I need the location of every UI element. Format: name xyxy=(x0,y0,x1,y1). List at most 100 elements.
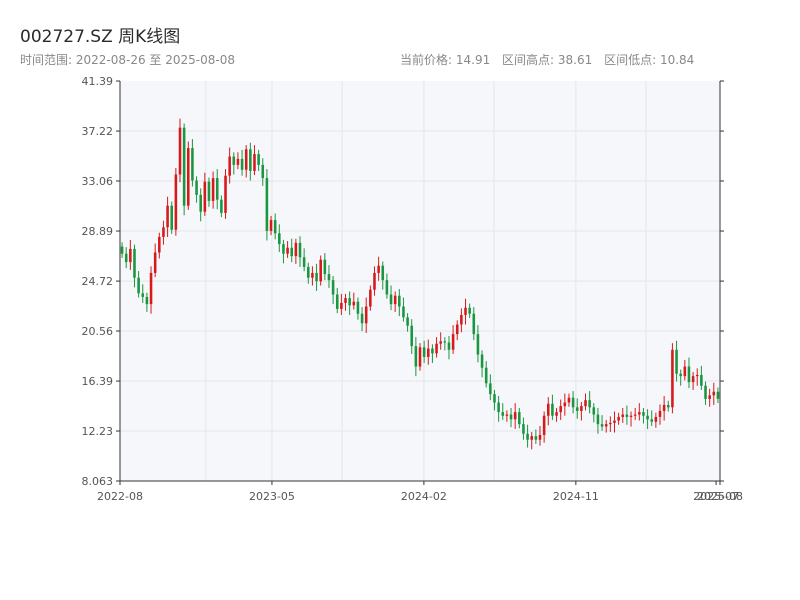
candle-body xyxy=(671,349,674,408)
candle-body xyxy=(133,248,136,278)
candle-body xyxy=(609,422,612,425)
candle-body xyxy=(389,294,393,305)
y-tick-label: 24.72 xyxy=(82,275,114,288)
candle-body xyxy=(323,259,327,275)
candle-body xyxy=(273,220,277,234)
candle-body xyxy=(716,391,720,399)
x-tick-label: 2025-08 xyxy=(697,490,743,503)
candle-body xyxy=(215,178,219,200)
candle-body xyxy=(555,412,558,416)
candle-body xyxy=(422,347,426,357)
candle-body xyxy=(398,295,401,307)
axes: 8.063 12.23 16.39 20.56 24.72 28.89 33.06 37.22… xyxy=(82,75,743,503)
candle-body xyxy=(195,180,198,195)
candle-body xyxy=(220,199,223,213)
candle-body xyxy=(679,373,682,377)
candle-body xyxy=(302,257,306,267)
candle-body xyxy=(522,424,525,434)
candle-body xyxy=(596,414,600,425)
x-tick-label: 2024-11 xyxy=(553,490,599,503)
candle-body xyxy=(191,148,194,181)
candle-body xyxy=(153,252,157,273)
candle-body xyxy=(174,174,178,230)
candle-body xyxy=(402,306,405,318)
candle-body xyxy=(261,164,265,179)
candle-body xyxy=(704,385,707,399)
candle-body xyxy=(340,302,343,309)
candle-body xyxy=(542,415,546,435)
candle-body xyxy=(580,406,583,411)
candle-body xyxy=(418,347,422,367)
candle-body xyxy=(650,419,654,422)
candle-body xyxy=(145,296,149,305)
candle-body xyxy=(228,156,231,176)
candle-body xyxy=(509,414,513,420)
y-tick-label: 37.22 xyxy=(82,125,114,138)
candle-body xyxy=(584,400,587,407)
candle-body xyxy=(563,402,567,407)
candle-body xyxy=(393,295,397,305)
candle-body xyxy=(435,343,438,354)
time-range-label: 时间范围: 2022-08-26 至 2025-08-08 xyxy=(20,53,235,67)
candle-body xyxy=(443,341,447,343)
candle-body xyxy=(369,289,372,307)
candle-body xyxy=(182,127,186,206)
candle-body xyxy=(249,149,252,171)
candle-body xyxy=(526,433,529,440)
candle-body xyxy=(331,280,335,295)
candle-body xyxy=(691,376,695,383)
x-tick-label: 2024-02 xyxy=(401,490,447,503)
candle-body xyxy=(166,205,169,228)
candle-body xyxy=(604,424,608,427)
candle-body xyxy=(687,366,691,383)
candle-body xyxy=(683,366,687,377)
candle-body xyxy=(559,406,562,413)
y-tick-label: 33.06 xyxy=(82,175,114,188)
candle-body xyxy=(311,272,314,278)
candle-body xyxy=(480,354,484,368)
candle-body xyxy=(575,407,579,411)
candle-body xyxy=(335,294,339,309)
candle-body xyxy=(460,314,463,325)
x-tick-label: 2022-08 xyxy=(97,490,143,503)
candle-body xyxy=(236,158,240,165)
candle-body xyxy=(662,404,666,411)
x-tick-label: 2025-07 xyxy=(693,490,739,503)
candle-body xyxy=(451,334,455,350)
candle-body xyxy=(203,181,207,212)
candle-body xyxy=(410,325,414,347)
candle-body xyxy=(625,414,629,417)
candle-body xyxy=(497,402,500,413)
chart-title: 002727.SZ 周K线图 xyxy=(20,27,181,47)
candles xyxy=(120,118,720,450)
candle-body xyxy=(439,341,442,344)
price-stats: 当前价格: 14.91 区间高点: 38.61 区间低点: 10.84 xyxy=(400,51,702,68)
candle-body xyxy=(551,403,554,416)
candle-body xyxy=(120,246,124,254)
candle-body xyxy=(513,412,517,420)
candle-body xyxy=(406,317,409,326)
candle-body xyxy=(306,266,310,278)
candle-body xyxy=(505,414,509,416)
candle-body xyxy=(141,293,145,297)
candle-body xyxy=(472,313,476,335)
candle-body xyxy=(294,242,298,257)
y-tick-label: 12.23 xyxy=(82,425,114,438)
candle-body xyxy=(344,298,347,303)
candle-body xyxy=(476,334,480,355)
candle-body xyxy=(646,415,649,420)
candle-body xyxy=(170,205,174,230)
candle-body xyxy=(592,407,596,415)
candle-body xyxy=(158,236,161,253)
candle-body xyxy=(224,175,227,213)
candle-body xyxy=(360,313,364,324)
candle-body xyxy=(319,259,322,282)
candle-body xyxy=(315,272,318,282)
candle-body xyxy=(493,394,496,403)
candle-body xyxy=(257,154,260,165)
candle-body xyxy=(613,420,616,423)
candle-body xyxy=(658,410,662,417)
x-tick-label: 2023-05 xyxy=(249,490,295,503)
y-tick-label: 8.063 xyxy=(82,475,114,488)
candle-body xyxy=(468,307,471,314)
